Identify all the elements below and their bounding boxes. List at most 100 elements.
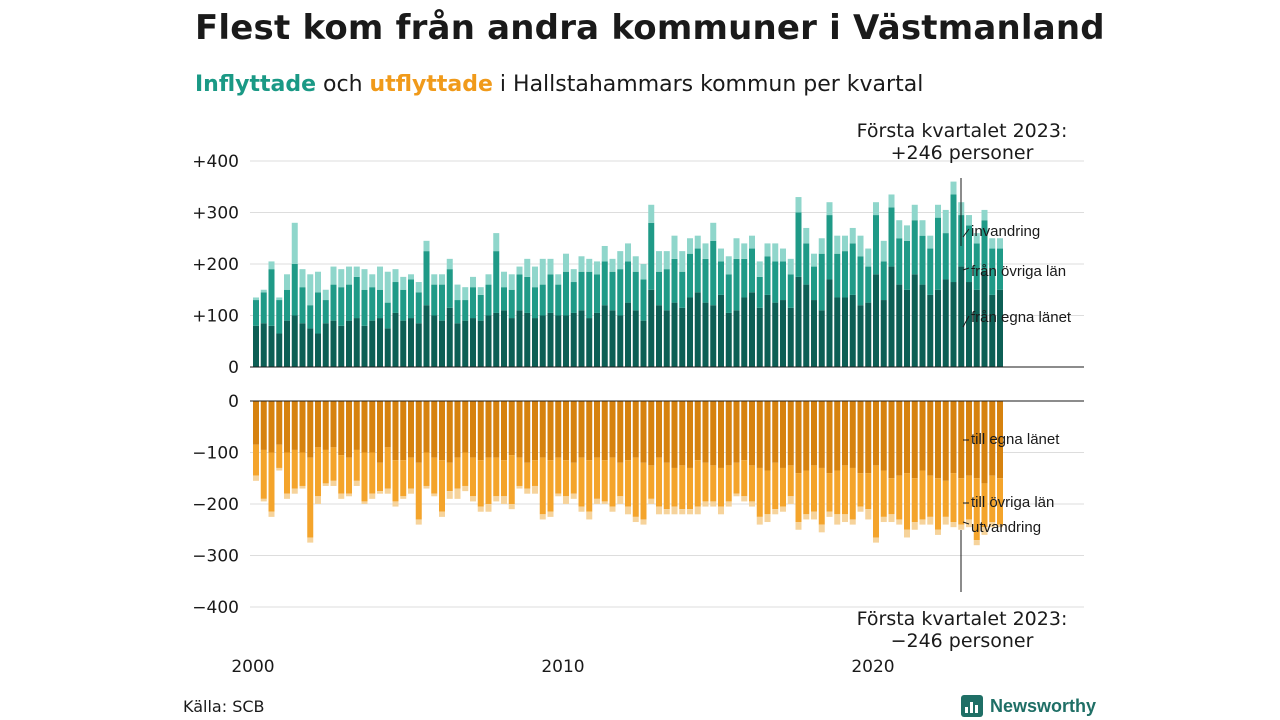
outflow-bar-segment [865,473,872,510]
outflow-bar-segment [842,401,848,466]
outflow-bar-segment [291,488,298,494]
outflow-bar-segment [710,401,717,466]
outflow-bar-segment [648,498,655,504]
y-tick-top: +200 [192,255,239,275]
inflow-bar-segment [384,328,391,367]
inflow-bar-segment [818,238,825,254]
outflow-bar-segment [950,522,957,528]
outflow-bar-segment [369,493,376,499]
outflow-bar-segment [780,467,786,507]
inflow-bar-segment [415,282,422,293]
outflow-bar-segment [377,401,383,463]
inflow-bar-segment [663,310,670,367]
outflow-bar-segment [470,401,476,458]
inflow-bar-segment [749,235,755,249]
inflow-bar-segment [950,194,957,283]
outflow-bar-segment [485,504,492,512]
outflow-bar-segment [749,465,755,502]
outflow-bar-segment [586,511,593,520]
inflow-bar-segment [338,325,345,367]
inflow-bar-segment [764,256,771,295]
inflow-bar-segment [315,292,321,334]
inflow-bar-segment [578,310,585,367]
outflow-bar-segment [609,506,616,512]
outflow-bar-segment [632,457,639,517]
inflow-bar-segment [671,302,678,367]
inflow-bar-segment [873,202,879,216]
outflow-bar-segment [718,401,724,468]
outflow-bar-segment [780,401,786,468]
x-tick: 2000 [231,657,274,677]
inflow-bar-segment [617,269,624,316]
outflow-bar-segment [772,401,779,463]
inflow-bar-segment [361,325,368,367]
inflow-bar-segment [617,315,624,367]
inflow-bar-segment [818,253,825,311]
y-tick-top: +300 [192,204,239,224]
inflow-bar-segment [392,312,399,367]
outflow-bar-segment [671,467,678,507]
outflow-bar-segment [849,519,856,525]
outflow-bar-segment [578,401,585,458]
outflow-bar-segment [687,401,693,468]
outflow-bar-segment [795,473,802,523]
inflow-bar-segment [640,264,647,280]
inflow-bar-segment [586,318,593,367]
outflow-bar-segment [431,493,438,497]
inflow-bar-segment [919,284,926,367]
inflow-bar-segment [648,222,655,290]
inflow-bar-segment [439,320,445,367]
outflow-bar-segment [656,401,662,458]
inflow-bar-segment [276,300,283,334]
inflow-bar-segment [733,238,740,259]
inflow-bar-segment [361,269,368,290]
inflow-bar-segment [322,300,329,324]
outflow-bar-segment [446,491,453,499]
inflow-bar-segment [485,274,492,285]
inflow-bar-segment [291,315,298,367]
outflow-bar-segment [625,460,631,507]
outflow-bar-segment [299,485,306,489]
inflow-bar-segment [966,215,972,226]
inflow-bar-segment [718,261,724,295]
outflow-bar-segment [431,457,438,494]
outflow-bar-segment [997,478,1003,525]
inflow-bar-segment [609,271,616,311]
chart-subtitle: Inflyttade och utflyttade i Hallstahamma… [195,72,923,97]
inflow-bar-segment [268,269,275,326]
outflow-bar-segment [873,537,879,543]
inflow-bar-segment [516,274,523,311]
inflow-bar-segment [973,233,980,244]
outflow-bar-segment [330,401,337,448]
inflow-bar-segment [640,320,647,367]
outflow-bar-segment [795,522,802,530]
inflow-bar-segment [501,271,507,288]
outflow-bar-segment [454,457,461,489]
inflow-bar-segment [477,294,484,321]
outflow-bar-segment [749,501,755,507]
inflow-bar-segment [927,248,934,295]
outflow-bar-segment [632,516,639,523]
outflow-bar-segment [648,401,655,466]
inflow-bar-segment [842,235,848,252]
inflow-bar-segment [408,279,414,319]
top-annotation-line-1: Första kvartalet 2023: [857,120,1068,142]
outflow-bar-segment [446,462,453,492]
outflow-bar-segment [253,401,259,445]
inflow-bar-segment [919,235,926,285]
outflow-bar-segment [477,460,484,507]
chart-title: Flest kom från andra kommuner i Västmanl… [195,8,1105,48]
inflow-bar-segment [315,333,321,367]
inflow-bar-segment [702,302,709,367]
inflow-bar-segment [617,251,624,270]
inflow-bar-segment [687,238,693,254]
inflow-bar-segment [291,222,298,264]
outflow-bar-segment [741,460,748,497]
inflow-bar-segment [904,289,910,367]
outflow-bar-segment [702,501,709,507]
inflow-bar-segment [632,271,639,311]
inflow-bar-segment [423,251,430,306]
subtitle-outflow-word: utflyttade [369,72,493,97]
tick-fran-ovriga-lan [962,267,970,271]
